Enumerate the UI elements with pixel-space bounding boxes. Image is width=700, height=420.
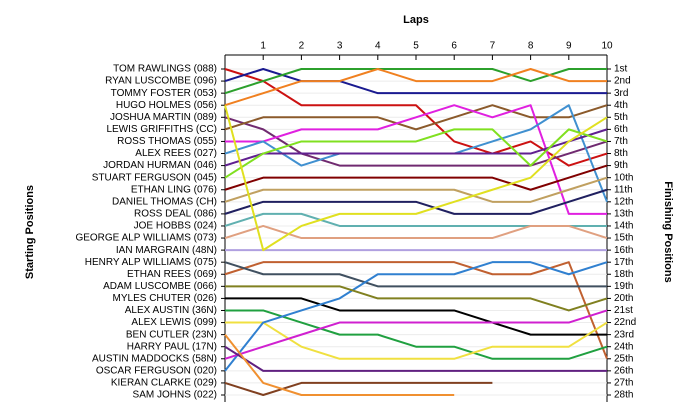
legend-label: JOSHUA MARTIN (089): [110, 112, 217, 123]
series-line: [224, 261, 607, 288]
legend-label: BEN CUTLER (23N): [126, 329, 217, 340]
y2-axis-title: Finishing Positions: [662, 181, 674, 282]
legend-label: ALEX AUSTIN (36N): [125, 305, 217, 316]
y2-tick-label: 21st: [614, 305, 633, 316]
y2-tick-label: 7th: [614, 136, 628, 147]
x-tick-label: 6: [451, 41, 457, 52]
y2-tick-label: 4th: [614, 100, 628, 111]
x-tick-label: 3: [337, 41, 343, 52]
x-tick-label: 1: [260, 41, 266, 52]
legend-label: ETHAN LING (076): [131, 184, 217, 195]
chart-title: Laps: [403, 14, 429, 26]
y-axis-title: Starting Positions: [24, 185, 36, 279]
y2-tick-label: 5th: [614, 112, 628, 123]
y2-tick-label: 26th: [614, 365, 633, 376]
series-line: [224, 68, 607, 95]
y2-tick-label: 17th: [614, 257, 633, 268]
y2-tick-label: 10th: [614, 172, 633, 183]
legend-label: JORDAN HURMAN (046): [103, 160, 217, 171]
y2-tick-label: 20th: [614, 293, 633, 304]
x-tick-label: 4: [375, 41, 381, 52]
x-tick-label: 5: [413, 41, 419, 52]
legend-label: ETHAN REES (069): [127, 269, 217, 280]
legend-label: HENRY ALP WILLIAMS (075): [85, 257, 217, 268]
series-line: [224, 104, 608, 131]
y2-tick-label: 27th: [614, 378, 633, 389]
legend-label: JOE HOBBS (024): [134, 221, 217, 232]
series-line: [224, 381, 493, 396]
legend-label: ALEX LEWIS (099): [131, 317, 217, 328]
legend-label: MYLES CHUTER (026): [113, 293, 217, 304]
legend-label: HUGO HOLMES (056): [116, 100, 217, 111]
y2-tick-label: 6th: [614, 124, 628, 135]
x-tick-label: 7: [490, 41, 496, 52]
y2-tick-label: 3rd: [614, 88, 628, 99]
legend-label: TOM RAWLINGS (088): [113, 64, 217, 75]
legend-label: DANIEL THOMAS (CH): [112, 196, 217, 207]
series-line: [224, 188, 608, 215]
legend-label: ADAM LUSCOMBE (066): [103, 281, 217, 292]
series-line: [224, 224, 608, 240]
x-tick-label: 9: [566, 41, 572, 52]
y2-tick-label: 9th: [614, 160, 628, 171]
series-line: [224, 334, 455, 396]
series-line: [225, 309, 608, 360]
legend-label: KIERAN CLARKE (029): [111, 378, 217, 389]
x-tick-label: 2: [299, 41, 305, 52]
y2-tick-label: 22nd: [614, 317, 636, 328]
x-tick-label: 8: [528, 41, 534, 52]
legend-label: SAM JOHNS (022): [133, 390, 217, 401]
legend-label: HARRY PAUL (17N): [127, 341, 217, 352]
series-line: [224, 345, 607, 372]
y2-tick-label: 11th: [614, 184, 633, 195]
legend-label: ROSS DEAL (086): [134, 209, 217, 220]
series-line: [224, 176, 608, 203]
y2-tick-label: 28th: [614, 390, 633, 401]
series-line: [224, 309, 608, 360]
series-line: [224, 128, 608, 167]
series-line: [225, 297, 607, 336]
y2-tick-label: 2nd: [614, 76, 631, 87]
y2-tick-label: 8th: [614, 148, 628, 159]
y2-tick-label: 24th: [614, 341, 633, 352]
legend-label: RYAN LUSCOMBE (096): [105, 76, 217, 87]
y2-tick-label: 19th: [614, 281, 633, 292]
y2-tick-label: 15th: [614, 233, 633, 244]
legend-label: ALEX REES (027): [135, 148, 217, 159]
series-line: [224, 212, 607, 227]
series-line: [224, 68, 607, 107]
series-line: [225, 104, 607, 215]
series-line: [224, 261, 608, 360]
legend-label: IAN MARGRAIN (48N): [116, 245, 217, 256]
legend-label: GEORGE ALP WILLIAMS (073): [75, 233, 217, 244]
legend-label: AUSTIN MADDOCKS (58N): [92, 353, 217, 364]
y2-tick-label: 23rd: [614, 329, 634, 340]
y2-tick-label: 16th: [614, 245, 633, 256]
series-line: [224, 164, 608, 191]
y2-tick-label: 13th: [614, 209, 633, 220]
legend-label: ROSS THOMAS (055): [117, 136, 217, 147]
y2-tick-label: 14th: [614, 221, 633, 232]
series-line: [224, 104, 608, 252]
series-line: [224, 68, 607, 95]
legend-label: LEWIS GRIFFITHS (CC): [106, 124, 217, 135]
y2-tick-label: 25th: [614, 353, 633, 364]
series-line: [225, 285, 608, 312]
y2-tick-label: 1st: [614, 64, 628, 75]
y2-tick-label: 18th: [614, 269, 633, 280]
legend-label: OSCAR FERGUSON (020): [96, 365, 217, 376]
series-line: [224, 128, 608, 179]
x-tick-label: 10: [601, 41, 613, 52]
legend-label: TOMMY FOSTER (053): [111, 88, 217, 99]
y2-tick-label: 12th: [614, 196, 633, 207]
series-line: [224, 261, 608, 372]
legend-label: STUART FERGUSON (045): [92, 172, 217, 183]
